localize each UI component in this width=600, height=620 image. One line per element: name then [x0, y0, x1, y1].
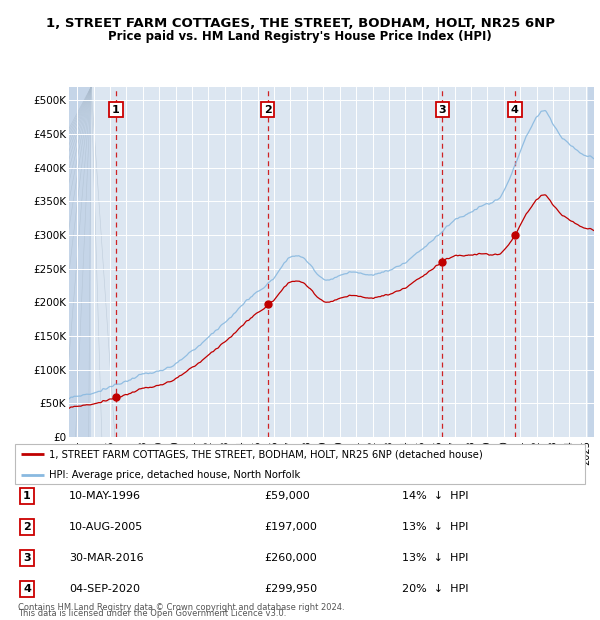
Text: 1: 1 — [23, 491, 31, 501]
Text: 4: 4 — [511, 105, 519, 115]
Text: 10-AUG-2005: 10-AUG-2005 — [69, 522, 143, 532]
Text: Contains HM Land Registry data © Crown copyright and database right 2024.: Contains HM Land Registry data © Crown c… — [18, 603, 344, 612]
Text: £299,950: £299,950 — [264, 584, 317, 594]
FancyBboxPatch shape — [15, 445, 585, 484]
Bar — [69, 87, 91, 437]
Text: 1, STREET FARM COTTAGES, THE STREET, BODHAM, HOLT, NR25 6NP: 1, STREET FARM COTTAGES, THE STREET, BOD… — [46, 17, 554, 30]
Text: 14%  ↓  HPI: 14% ↓ HPI — [402, 491, 469, 501]
Text: Price paid vs. HM Land Registry's House Price Index (HPI): Price paid vs. HM Land Registry's House … — [108, 30, 492, 43]
Text: 2: 2 — [264, 105, 272, 115]
Text: 3: 3 — [439, 105, 446, 115]
Text: 04-SEP-2020: 04-SEP-2020 — [69, 584, 140, 594]
Text: 4: 4 — [23, 584, 31, 594]
Text: 20%  ↓  HPI: 20% ↓ HPI — [402, 584, 469, 594]
Text: £260,000: £260,000 — [264, 553, 317, 563]
Text: 1: 1 — [112, 105, 120, 115]
Text: 2: 2 — [23, 522, 31, 532]
Text: £59,000: £59,000 — [264, 491, 310, 501]
Bar — [588, 87, 594, 437]
Text: 30-MAR-2016: 30-MAR-2016 — [69, 553, 143, 563]
Text: 13%  ↓  HPI: 13% ↓ HPI — [402, 553, 469, 563]
Text: HPI: Average price, detached house, North Norfolk: HPI: Average price, detached house, Nort… — [49, 469, 301, 480]
Text: 1, STREET FARM COTTAGES, THE STREET, BODHAM, HOLT, NR25 6NP (detached house): 1, STREET FARM COTTAGES, THE STREET, BOD… — [49, 449, 483, 459]
Text: 13%  ↓  HPI: 13% ↓ HPI — [402, 522, 469, 532]
Text: 10-MAY-1996: 10-MAY-1996 — [69, 491, 141, 501]
Text: 3: 3 — [23, 553, 31, 563]
Text: £197,000: £197,000 — [264, 522, 317, 532]
Text: This data is licensed under the Open Government Licence v3.0.: This data is licensed under the Open Gov… — [18, 609, 286, 618]
